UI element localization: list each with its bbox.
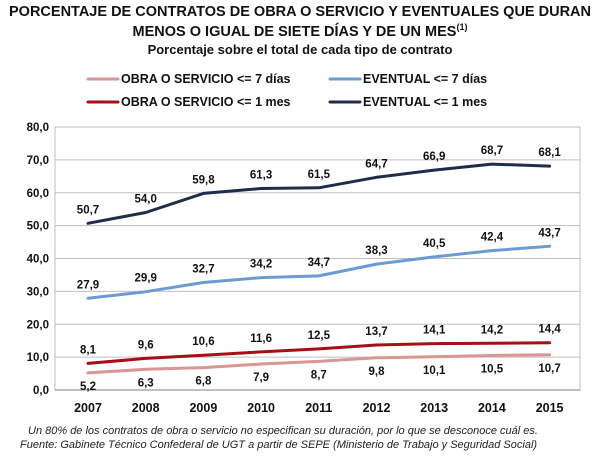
y-tick-label: 40,0 [27,254,49,266]
data-label: 42,4 [481,232,504,244]
chart-source: Fuente: Gabinete Técnico Confederal de U… [20,439,538,451]
chart-title-line-1: PORCENTAJE DE CONTRATOS DE OBRA O SERVIC… [9,4,591,20]
data-label: 68,7 [481,145,503,157]
data-label: 13,7 [365,326,387,338]
data-label: 9,8 [369,366,386,378]
y-tick-label: 20,0 [27,319,49,331]
data-label: 10,1 [423,365,446,377]
data-label: 9,6 [138,339,154,351]
data-label: 14,1 [423,325,446,337]
data-label: 34,7 [308,257,330,269]
legend-label-2: EVENTUAL <= 7 días [363,72,487,86]
x-tick-label: 2014 [478,401,506,415]
data-label: 10,6 [192,336,214,348]
data-label: 61,3 [250,169,272,181]
data-label: 59,8 [192,174,215,186]
data-label: 34,2 [250,259,272,271]
data-label: 40,5 [423,238,446,250]
y-tick-label: 70,0 [27,155,49,167]
data-label: 12,5 [308,330,331,342]
title-footnote-marker: (1) [456,22,468,32]
x-tick-label: 2009 [189,401,217,415]
x-tick-label: 2015 [536,401,564,415]
data-label: 43,7 [538,227,560,239]
data-label: 8,1 [80,344,97,356]
x-tick-label: 2007 [74,401,102,415]
series-line-0 [86,353,552,375]
data-label: 11,6 [250,333,272,345]
data-label: 66,9 [423,151,445,163]
legend-label-0: OBRA O SERVICIO <= 7 días [121,72,291,86]
data-label: 7,9 [253,372,269,384]
data-label: 61,5 [308,169,331,181]
data-label: 6,3 [138,377,154,389]
x-tick-label: 2013 [420,401,448,415]
x-tick-label: 2008 [132,401,160,415]
data-label: 38,3 [365,245,387,257]
chart-title-line-2-text: MENOS O IGUAL DE SIETE DÍAS Y DE UN MES [132,23,457,40]
data-label: 10,5 [481,363,504,375]
x-tick-label: 2010 [247,401,275,415]
x-tick-label: 2011 [305,401,332,415]
chart-footnote: Un 80% de los contratos de obra o servic… [28,425,538,437]
y-tick-label: 10,0 [27,352,49,364]
data-label: 14,2 [481,324,503,336]
data-label: 68,1 [538,147,561,159]
data-label: 32,7 [192,263,214,275]
y-tick-label: 60,0 [27,188,49,200]
legend-label-3: EVENTUAL <= 1 mes [363,95,487,109]
y-tick-label: 80,0 [27,122,49,134]
data-label: 14,4 [538,324,561,336]
series-line-1 [86,341,552,365]
data-label: 5,2 [80,381,96,393]
chart-subtitle: Porcentaje sobre el total de cada tipo d… [147,42,453,57]
data-label: 64,7 [365,158,387,170]
data-label: 8,7 [311,369,327,381]
data-label: 27,9 [77,279,99,291]
x-tick-label: 2012 [363,401,391,415]
y-tick-label: 0,0 [33,385,49,397]
data-label: 29,9 [135,273,157,285]
data-label: 10,7 [538,363,560,375]
series-line-2 [86,244,552,300]
chart-title-line-2: MENOS O IGUAL DE SIETE DÍAS Y DE UN MES(… [0,22,600,40]
legend-label-1: OBRA O SERVICIO <= 1 mes [121,95,291,109]
y-tick-label: 30,0 [27,286,49,298]
data-label: 50,7 [77,204,99,216]
series-line-3 [86,162,552,225]
data-label: 6,8 [195,376,212,388]
y-tick-label: 50,0 [27,221,49,233]
data-label: 54,0 [135,193,157,205]
